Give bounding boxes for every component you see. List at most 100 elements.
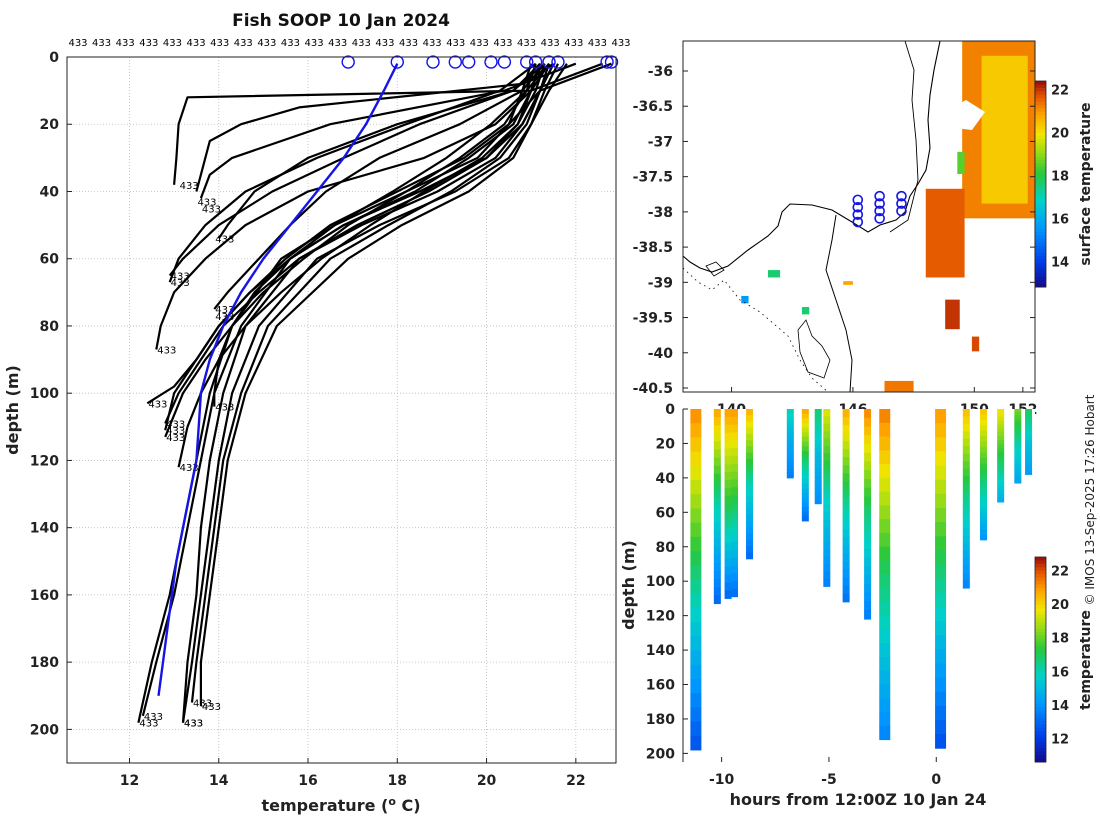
profiles-top-label: 433 xyxy=(281,38,300,49)
cast-segment xyxy=(935,536,947,551)
cast-segment xyxy=(1025,409,1033,413)
section-colorbar-segment xyxy=(1035,738,1046,742)
profiles-y-tick-label: 140 xyxy=(30,521,59,537)
profiles-top-label: 433 xyxy=(92,38,111,49)
section-y-tick-label: 20 xyxy=(656,436,676,452)
section-y-tick-label: 40 xyxy=(656,471,676,487)
cast-segment xyxy=(1025,433,1033,437)
map-colorbar-segment xyxy=(1035,252,1046,257)
cast-segment xyxy=(786,429,794,433)
cast-segment xyxy=(879,615,891,630)
cast-segment xyxy=(731,510,739,519)
section-colorbar-segment xyxy=(1035,748,1046,753)
cast-segment xyxy=(724,464,732,473)
cast-segment xyxy=(690,465,702,481)
cast-segment xyxy=(746,446,754,454)
tasmania-outline xyxy=(797,319,831,379)
cast-segment xyxy=(879,656,891,672)
cast-segment xyxy=(1025,455,1033,459)
map-colorbar-segment xyxy=(1035,273,1046,278)
cast-segment xyxy=(801,497,809,503)
cast-segment xyxy=(731,409,739,418)
profile-line xyxy=(213,62,546,310)
cast-segment xyxy=(801,488,809,494)
profiles-y-tick-label: 180 xyxy=(30,655,59,671)
profiles-y-ticks: 0 20 40 60 80 100 120 140 160 180 200 xyxy=(30,50,72,738)
cast-segment xyxy=(979,501,987,508)
cast-segment xyxy=(724,543,732,552)
cast-segment xyxy=(979,507,987,514)
cast-segment xyxy=(724,566,732,576)
cast-segment xyxy=(823,438,831,447)
cast-segment xyxy=(746,546,754,554)
cast-segment xyxy=(786,414,794,419)
cast-segment xyxy=(864,584,872,594)
cast-segment xyxy=(801,460,809,466)
cast-segment xyxy=(814,456,822,461)
cast-segment xyxy=(690,678,702,694)
section-colorbar-segment xyxy=(1035,570,1046,575)
profiles-top-label: 433 xyxy=(210,38,229,49)
cast-segment xyxy=(786,463,794,467)
section-colorbar-segment xyxy=(1035,621,1046,626)
profiles-top-label: 433 xyxy=(116,38,135,49)
cast-segment xyxy=(842,553,850,563)
cast-segment xyxy=(979,490,987,497)
map-colorbar-segment xyxy=(1035,170,1046,175)
cast-segment xyxy=(731,534,739,543)
cast-segment xyxy=(786,426,794,430)
cast-segment xyxy=(731,416,739,426)
cast-segment xyxy=(713,441,721,451)
map-colorbar-label: surface temperature xyxy=(1078,102,1094,265)
map-colorbar-segment xyxy=(1035,118,1046,123)
cast-segment xyxy=(962,453,970,462)
sst-patch xyxy=(884,380,914,392)
map-colorbar-tick: 18 xyxy=(1051,169,1069,184)
cast-segment xyxy=(864,505,872,515)
cast-segment xyxy=(1014,409,1022,413)
cast-segment xyxy=(690,551,702,566)
cast-segment xyxy=(842,409,850,418)
profile-line xyxy=(181,63,551,723)
cast-segment xyxy=(823,497,831,506)
cast-segment xyxy=(724,409,732,418)
map-colorbar-segment xyxy=(1035,283,1046,288)
cast-segment xyxy=(731,487,739,496)
map-colorbar-segment xyxy=(1035,211,1046,216)
cast-segment xyxy=(935,451,947,467)
map-colorbar-segment xyxy=(1035,214,1046,219)
cast-segment xyxy=(962,573,970,582)
section-colorbar-segment xyxy=(1035,604,1046,609)
cast-segment xyxy=(713,473,721,483)
section-colorbar-segment xyxy=(1035,669,1046,674)
cast-segment xyxy=(731,541,739,551)
station-marker xyxy=(874,205,885,217)
cast-segment xyxy=(823,571,831,580)
mean-profile-line xyxy=(157,63,399,696)
cast-segment xyxy=(935,649,947,664)
cast-segment xyxy=(731,588,739,598)
cast-segment xyxy=(879,450,891,465)
cast-segment xyxy=(879,519,891,534)
cast-segment xyxy=(997,436,1005,441)
cast-segment xyxy=(864,461,872,471)
profiles-top-label: 433 xyxy=(305,38,324,49)
cast-segment xyxy=(814,416,822,422)
cast-segment xyxy=(864,444,872,454)
section-colorbar-segment xyxy=(1035,642,1046,647)
profiles-top-label: 433 xyxy=(234,38,253,49)
profiles-plot: 433 433 433 433 433 433 433 433 433 433 433 433 433 4… xyxy=(3,11,631,815)
coastline-mainland xyxy=(682,40,941,273)
map-y-tick-label: -40.5 xyxy=(633,381,673,397)
section-colorbar-segment xyxy=(1035,721,1046,725)
station-marker xyxy=(896,190,907,202)
cast-segment xyxy=(935,493,947,509)
cast-segment xyxy=(713,554,721,564)
profile-end-label: 433 xyxy=(166,433,185,444)
map-colorbar-segment xyxy=(1035,221,1046,226)
surface-marker xyxy=(551,55,565,69)
surface-marker xyxy=(600,55,614,69)
map-colorbar-segment xyxy=(1035,187,1046,192)
cast-segment xyxy=(690,565,702,580)
